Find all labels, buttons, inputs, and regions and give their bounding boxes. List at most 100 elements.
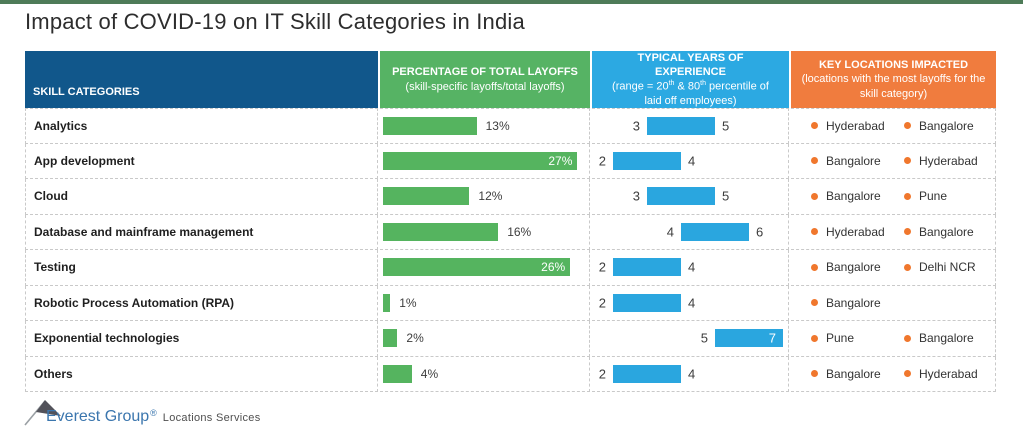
- bullet-icon: [904, 263, 911, 271]
- location-label: Bangalore: [826, 366, 881, 381]
- skill-category-label: Robotic Process Automation (RPA): [34, 295, 235, 310]
- experience-max-label: 5: [722, 188, 730, 204]
- bullet-icon: [811, 334, 818, 342]
- location-label: Hyderabad: [826, 118, 885, 133]
- header-layoffs-subtitle: (skill-specific layoffs/total layoffs): [405, 80, 565, 93]
- header-experience-subtitle: (range = 20th & 80th percentile of laid …: [612, 80, 769, 108]
- skill-category-cell: Robotic Process Automation (RPA): [25, 285, 378, 321]
- locations-cell: Pune Bangalore: [791, 321, 996, 357]
- skill-category-label: Others: [34, 366, 73, 381]
- experience-min-label: 2: [598, 259, 606, 275]
- location-label: Hyderabad: [919, 153, 978, 168]
- layoff-bar: [383, 293, 391, 312]
- locations-cell: Bangalore Hyderabad: [791, 143, 996, 179]
- experience-min-label: 2: [598, 366, 606, 382]
- bullet-icon: [811, 122, 818, 130]
- experience-bar: [613, 258, 681, 277]
- skill-category-label: Database and mainframe management: [34, 224, 254, 239]
- registered-mark: ®: [150, 408, 157, 418]
- layoff-value: 26%: [541, 260, 566, 275]
- layoff-bar-cell: 27%: [380, 143, 590, 179]
- footer-brand-text: Everest Group ® Locations Services: [46, 408, 261, 426]
- layoff-bar-cell: 1%: [380, 285, 590, 321]
- locations-cell: Bangalore: [791, 285, 996, 321]
- location-item: Bangalore: [904, 119, 974, 133]
- location-label: Bangalore: [826, 153, 881, 168]
- layoff-value: 2%: [406, 331, 424, 346]
- accent-strip: [0, 0, 1023, 4]
- brand-suffix: Locations Services: [162, 412, 261, 424]
- layoff-value: 1%: [399, 295, 417, 310]
- header-locations: KEY LOCATIONS IMPACTED (locations with t…: [791, 51, 996, 108]
- locations-cell: Hyderabad Bangalore: [791, 214, 996, 250]
- bullet-icon: [811, 263, 818, 271]
- locations-cell: Hyderabad Bangalore: [791, 108, 996, 144]
- experience-bar: [613, 364, 681, 383]
- footer-logo: Everest Group ® Locations Services: [23, 398, 323, 432]
- location-label: Pune: [826, 331, 855, 346]
- experience-bar: [715, 329, 783, 348]
- layoff-value: 27%: [548, 153, 573, 168]
- layoff-bar-cell: 2%: [380, 321, 590, 357]
- locations-cell: Bangalore Hyderabad: [791, 356, 996, 392]
- bullet-icon: [811, 299, 818, 307]
- experience-bar: [613, 151, 681, 170]
- location-item: Pune: [811, 331, 904, 345]
- header-locations-title: KEY LOCATIONS IMPACTED: [818, 59, 969, 72]
- data-table: SKILL CATEGORIES PERCENTAGE OF TOTAL LAY…: [25, 51, 996, 392]
- layoff-bar: 27%: [383, 151, 578, 170]
- location-item: Delhi NCR: [904, 260, 976, 274]
- skill-category-cell: Analytics: [25, 108, 378, 144]
- layoff-value: 16%: [507, 224, 532, 239]
- bullet-icon: [811, 192, 818, 200]
- page-title: Impact of COVID-19 on IT Skill Categorie…: [25, 9, 525, 34]
- location-label: Delhi NCR: [919, 260, 976, 275]
- header-layoffs-title: PERCENTAGE OF TOTAL LAYOFFS: [392, 66, 578, 79]
- layoff-bar-cell: 12%: [380, 179, 590, 215]
- skill-category-label: Testing: [34, 260, 76, 275]
- experience-max-label: 6: [756, 224, 764, 240]
- layoff-bar: [383, 329, 398, 348]
- bullet-icon: [904, 228, 911, 236]
- skill-category-cell: App development: [25, 143, 378, 179]
- experience-min-label: 3: [632, 118, 640, 134]
- layoff-bar: 26%: [383, 258, 571, 277]
- location-label: Bangalore: [919, 331, 974, 346]
- locations-cell: Bangalore Pune: [791, 179, 996, 215]
- skill-category-cell: Exponential technologies: [25, 321, 378, 357]
- location-label: Bangalore: [826, 189, 881, 204]
- location-item: Bangalore: [904, 331, 974, 345]
- layoff-bar: [383, 222, 499, 241]
- experience-bar: [613, 293, 681, 312]
- location-item: Bangalore: [811, 260, 904, 274]
- location-item: Pune: [904, 189, 947, 203]
- location-label: Bangalore: [826, 295, 881, 310]
- bullet-icon: [811, 370, 818, 378]
- experience-bar: [681, 222, 749, 241]
- bullet-icon: [904, 370, 911, 378]
- layoff-value: 12%: [478, 189, 503, 204]
- skill-category-cell: Others: [25, 356, 378, 392]
- location-label: Bangalore: [919, 118, 974, 133]
- skill-category-cell: Testing: [25, 250, 378, 286]
- location-label: Pune: [919, 189, 948, 204]
- experience-max-label: 4: [688, 259, 696, 275]
- layoff-bar: [383, 364, 412, 383]
- skill-category-label: Cloud: [34, 189, 68, 204]
- location-item: Hyderabad: [811, 119, 904, 133]
- skill-category-label: App development: [34, 153, 135, 168]
- location-item: Bangalore: [811, 189, 904, 203]
- experience-max-label: 4: [688, 153, 696, 169]
- locations-cell: Bangalore Delhi NCR: [791, 250, 996, 286]
- location-item: Bangalore: [904, 225, 974, 239]
- header-experience-title: TYPICAL YEARS OF EXPERIENCE: [637, 51, 744, 78]
- brand-name: Everest Group: [46, 408, 150, 425]
- skill-category-cell: Database and mainframe management: [25, 214, 378, 250]
